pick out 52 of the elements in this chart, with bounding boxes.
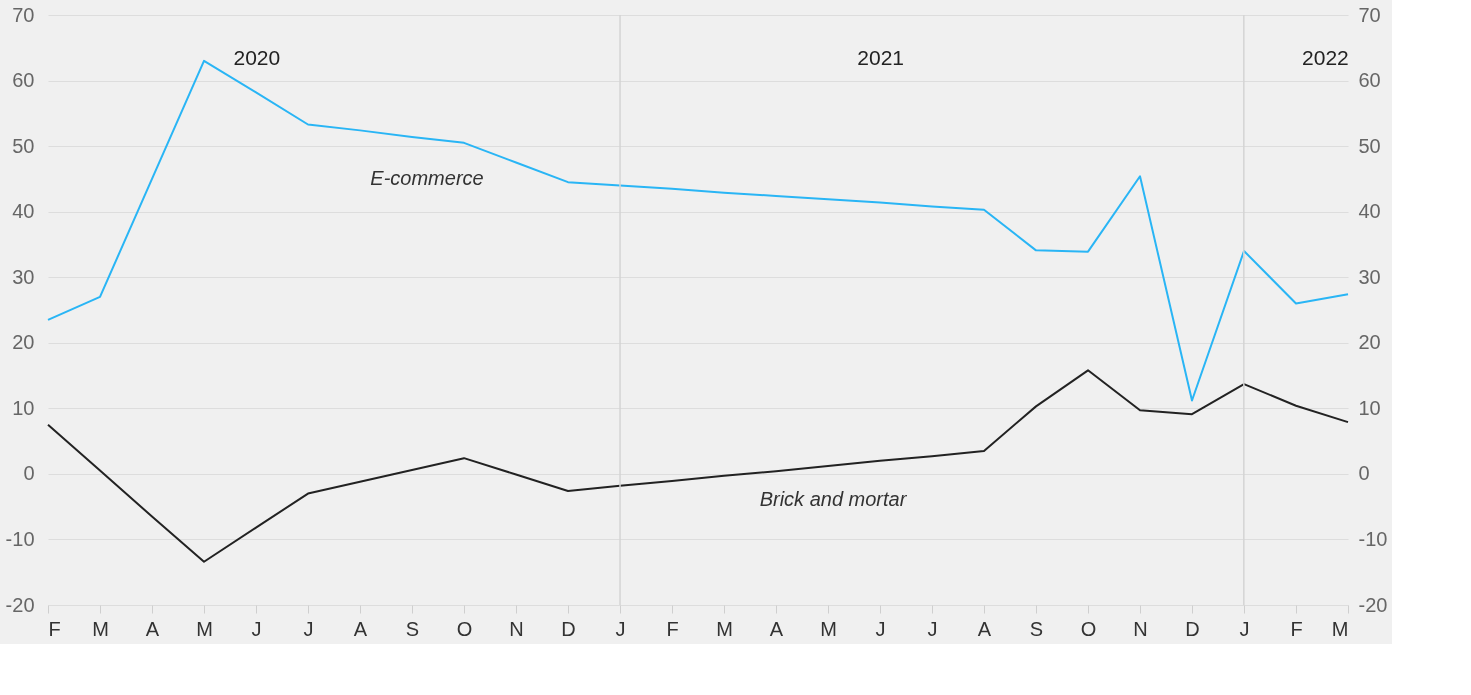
y2-tick-label: 60 bbox=[1358, 69, 1381, 92]
x-tick-label: N bbox=[1133, 617, 1148, 640]
x-tick-label: A bbox=[353, 617, 368, 640]
y2-tick-label: -20 bbox=[1358, 593, 1388, 616]
y-tick-label: 20 bbox=[12, 331, 35, 354]
x-tick-label: D bbox=[561, 617, 576, 640]
y-tick-label: 30 bbox=[12, 265, 35, 288]
x-tick-label: S bbox=[405, 617, 420, 640]
y-tick-label: 40 bbox=[12, 200, 35, 223]
y2-tick-label: -10 bbox=[1358, 527, 1388, 550]
y2-tick-label: 50 bbox=[1358, 134, 1381, 157]
x-tick-label: J bbox=[927, 617, 938, 640]
x-tick-label: M bbox=[820, 617, 837, 640]
y-tick-label: 10 bbox=[12, 396, 35, 419]
y-tick-label: 70 bbox=[12, 3, 35, 26]
x-tick-label: J bbox=[251, 617, 262, 640]
x-tick-label: A bbox=[145, 617, 160, 640]
x-tick-label: J bbox=[615, 617, 626, 640]
x2-tick-label: 2020 bbox=[233, 45, 281, 69]
y2-tick-label: 40 bbox=[1358, 200, 1381, 223]
x-tick-label: F bbox=[48, 617, 61, 640]
y-tick-label: 50 bbox=[12, 134, 35, 157]
series-label: Brick and mortar bbox=[759, 488, 908, 511]
x-tick-label: F bbox=[666, 617, 679, 640]
y2-tick-label: 30 bbox=[1358, 265, 1381, 288]
x-tick-label: O bbox=[456, 617, 473, 640]
x-tick-label: J bbox=[875, 617, 886, 640]
series-label: E-commerce bbox=[370, 166, 484, 189]
y2-tick-label: 10 bbox=[1358, 396, 1381, 419]
x-tick-label: J bbox=[1239, 617, 1250, 640]
x-tick-label: O bbox=[1080, 617, 1097, 640]
line-series bbox=[47, 369, 1349, 563]
x2-tick-label: 2021 bbox=[857, 45, 905, 69]
y-tick-label: 60 bbox=[12, 69, 35, 92]
x-tick-label: A bbox=[769, 617, 784, 640]
x-tick-label: J bbox=[303, 617, 314, 640]
y2-tick-label: 0 bbox=[1358, 462, 1370, 485]
y2-tick-label: 20 bbox=[1358, 331, 1381, 354]
y-tick-label: 0 bbox=[23, 462, 35, 485]
x-tick-label: M bbox=[1331, 617, 1349, 640]
y-tick-label: -10 bbox=[5, 527, 35, 550]
x-tick-label: D bbox=[1185, 617, 1200, 640]
y-tick-label: -20 bbox=[5, 593, 35, 616]
x-tick-label: M bbox=[716, 617, 733, 640]
x-tick-label: S bbox=[1029, 617, 1044, 640]
y2-tick-label: 70 bbox=[1358, 3, 1381, 26]
x-tick-label: M bbox=[196, 617, 213, 640]
x-tick-label: M bbox=[92, 617, 109, 640]
x-tick-label: A bbox=[977, 617, 992, 640]
x-tick-label: F bbox=[1290, 617, 1303, 640]
x-tick-label: N bbox=[509, 617, 524, 640]
x2-tick-label: 2022 bbox=[1302, 45, 1349, 69]
